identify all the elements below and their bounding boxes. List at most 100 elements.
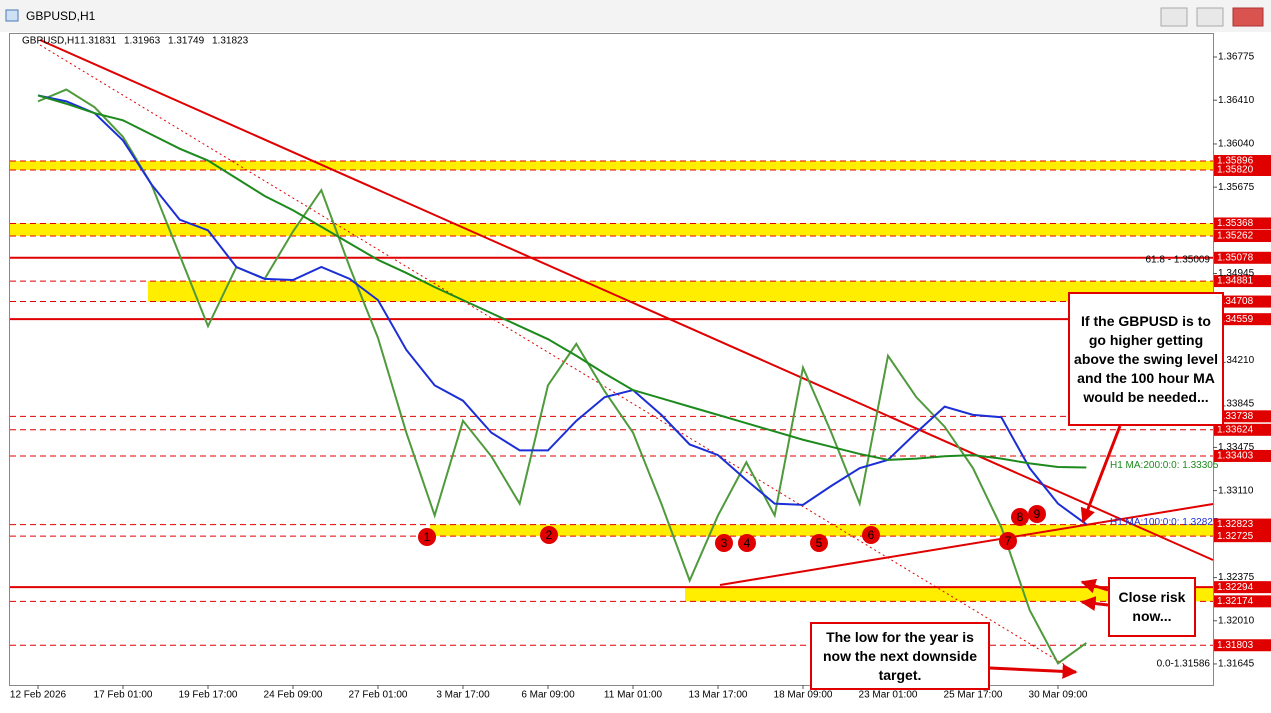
level-label-box [1214, 639, 1271, 652]
zone [430, 524, 1213, 537]
y-tick-label: 1.35675 [1218, 182, 1255, 193]
x-tick-label: 13 Mar 17:00 [689, 690, 748, 701]
window-title: GBPUSD,H1 [26, 9, 96, 23]
y-tick-label: 1.33845 [1218, 398, 1255, 409]
y-tick-label: 1.32375 [1218, 572, 1255, 583]
ohlc-value: 1.31963 [124, 36, 161, 47]
x-tick-label: 12 Feb 2026 [10, 690, 67, 701]
swing-marker [810, 534, 828, 552]
level-label: 1.35262 [1217, 231, 1254, 242]
title-bar [0, 0, 1271, 32]
arrow [989, 663, 1078, 679]
y-tick-label: 1.33110 [1218, 485, 1254, 496]
ma-line [37, 94, 1087, 469]
level-label: 1.32725 [1217, 531, 1254, 542]
level-label-box [1214, 410, 1271, 423]
x-tick-label: 17 Feb 01:00 [94, 690, 153, 701]
close-button[interactable] [1232, 7, 1264, 27]
swing-marker [1028, 505, 1046, 523]
plot-layer: 61.8 - 1.35009 0.0-1.31586 H1 MA:100:0:0: … [10, 39, 1219, 670]
level-label: 1.35078 [1217, 252, 1254, 263]
level-label: 1.33403 [1217, 451, 1254, 462]
swing-marker [738, 534, 756, 552]
x-tick-label: 24 Feb 09:00 [264, 690, 323, 701]
x-tick-label: 11 Mar 01:00 [604, 690, 663, 701]
callout: If the GBPUSD is to go higher getting ab… [1068, 292, 1224, 426]
swing-marker-label: 1 [424, 530, 431, 544]
swing-marker [1011, 508, 1029, 526]
level-label: 1.35820 [1217, 165, 1254, 176]
fib-label: 0.0-1.31586 [1157, 659, 1211, 670]
callout: Close risk now... [1108, 577, 1196, 637]
arrow [1080, 425, 1122, 524]
x-tick-label: 30 Mar 09:00 [1029, 690, 1088, 701]
level-label-box [1214, 313, 1271, 326]
ma-label: H1 MA:200:0:0: 1.33305 [1110, 460, 1219, 471]
y-tick-label: 1.36040 [1218, 139, 1255, 150]
swing-marker-label: 6 [868, 528, 875, 542]
minimize-button[interactable] [1160, 7, 1188, 27]
ohlc-value: 1.31831 [80, 36, 117, 47]
arrow [1080, 596, 1109, 611]
x-tick-label: 3 Mar 17:00 [436, 690, 490, 701]
x-tick-label: 6 Mar 09:00 [521, 690, 575, 701]
swing-marker-label: 5 [816, 536, 823, 550]
y-tick-label: 1.32010 [1218, 615, 1255, 626]
price-line [37, 88, 1087, 665]
level-label-box [1214, 595, 1271, 608]
swing-marker-label: 9 [1034, 507, 1041, 521]
level-label: 1.31803 [1217, 640, 1254, 651]
swing-marker-label: 4 [744, 536, 751, 550]
y-tick-label: 1.31645 [1218, 659, 1255, 670]
level-label: 1.32294 [1217, 582, 1254, 593]
y-tick-label: 1.33475 [1218, 442, 1255, 453]
level-label: 1.32823 [1217, 519, 1254, 530]
plot-area [9, 33, 1214, 686]
level-label: 1.34708 [1217, 296, 1254, 307]
level-label-box [1214, 163, 1271, 176]
ma-line [37, 94, 1087, 526]
fib-label: 61.8 - 1.35009 [1146, 255, 1211, 266]
level-label-box [1214, 275, 1271, 288]
swing-marker-label: 2 [546, 528, 553, 542]
level-label: 1.33624 [1217, 424, 1254, 435]
level-label: 1.33738 [1217, 411, 1254, 422]
swing-marker-label: 7 [1005, 534, 1012, 548]
level-label-box [1214, 581, 1271, 594]
swing-marker [862, 526, 880, 544]
maximize-button[interactable] [1196, 7, 1224, 27]
swing-marker [540, 526, 558, 544]
zone [148, 281, 1213, 302]
y-tick-label: 1.36410 [1218, 95, 1255, 106]
x-tick-label: 25 Mar 17:00 [944, 690, 1003, 701]
level-label-box [1214, 230, 1271, 243]
swing-marker-label: 8 [1017, 510, 1024, 524]
swing-marker-label: 3 [721, 536, 728, 550]
x-tick-label: 27 Feb 01:00 [349, 690, 408, 701]
symbol-label: GBPUSD,H1 [22, 36, 80, 47]
level-label-box [1214, 251, 1271, 264]
trend-line [719, 503, 1214, 586]
x-tick-label: 19 Feb 17:00 [179, 690, 238, 701]
level-label-box [1214, 217, 1271, 230]
swing-marker [715, 534, 733, 552]
level-label: 1.34559 [1217, 314, 1254, 325]
level-label-box [1214, 423, 1271, 436]
level-label: 1.32174 [1217, 596, 1254, 607]
zone [10, 223, 1213, 237]
level-label-box [1214, 449, 1271, 462]
level-label-box [1214, 295, 1271, 308]
callout: The low for the year is now the next dow… [810, 622, 990, 690]
y-tick-label: 1.36775 [1218, 52, 1255, 63]
zone [10, 161, 1213, 170]
level-label: 1.34881 [1217, 276, 1254, 287]
x-tick-label: 23 Mar 01:00 [859, 690, 918, 701]
level-label-box [1214, 518, 1271, 531]
arrow [1080, 578, 1109, 594]
x-tick-label: 18 Mar 09:00 [774, 690, 833, 701]
window-icon [5, 9, 19, 22]
level-label: 1.35368 [1217, 218, 1254, 229]
swing-marker [999, 532, 1017, 550]
